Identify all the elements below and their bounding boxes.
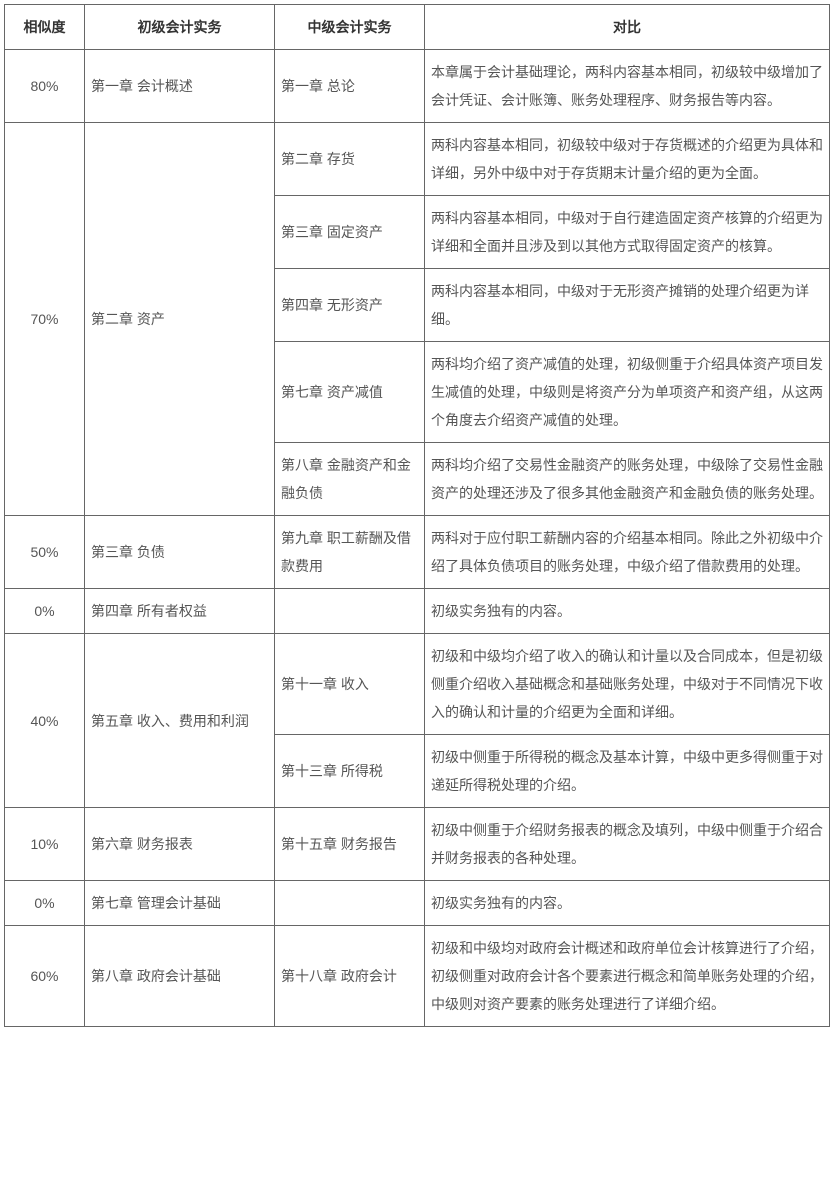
- table-row: 40%第五章 收入、费用和利润第十一章 收入初级和中级均介绍了收入的确认和计量以…: [5, 634, 830, 735]
- cell-intermediate: 第八章 金融资产和金融负债: [275, 443, 425, 516]
- cell-similarity: 50%: [5, 516, 85, 589]
- cell-intermediate: 第三章 固定资产: [275, 196, 425, 269]
- table-row: 0%第七章 管理会计基础 初级实务独有的内容。: [5, 881, 830, 926]
- cell-similarity: 10%: [5, 808, 85, 881]
- header-comparison: 对比: [425, 5, 830, 50]
- cell-primary: 第五章 收入、费用和利润: [85, 634, 275, 808]
- cell-comparison: 初级和中级均对政府会计概述和政府单位会计核算进行了介绍，初级侧重对政府会计各个要…: [425, 926, 830, 1027]
- cell-comparison: 初级实务独有的内容。: [425, 589, 830, 634]
- cell-comparison: 两科对于应付职工薪酬内容的介绍基本相同。除此之外初级中介绍了具体负债项目的账务处…: [425, 516, 830, 589]
- cell-similarity: 60%: [5, 926, 85, 1027]
- cell-comparison: 初级中侧重于介绍财务报表的概念及填列，中级中侧重于介绍合并财务报表的各种处理。: [425, 808, 830, 881]
- cell-comparison: 两科内容基本相同，中级对于无形资产摊销的处理介绍更为详细。: [425, 269, 830, 342]
- cell-comparison: 两科内容基本相同，中级对于自行建造固定资产核算的介绍更为详细和全面并且涉及到以其…: [425, 196, 830, 269]
- cell-intermediate: 第十一章 收入: [275, 634, 425, 735]
- table-header-row: 相似度 初级会计实务 中级会计实务 对比: [5, 5, 830, 50]
- table-row: 70%第二章 资产第二章 存货两科内容基本相同，初级较中级对于存货概述的介绍更为…: [5, 123, 830, 196]
- cell-intermediate: 第十三章 所得税: [275, 735, 425, 808]
- cell-comparison: 本章属于会计基础理论，两科内容基本相同，初级较中级增加了会计凭证、会计账簿、账务…: [425, 50, 830, 123]
- cell-intermediate: 第十五章 财务报告: [275, 808, 425, 881]
- header-intermediate: 中级会计实务: [275, 5, 425, 50]
- cell-intermediate: 第二章 存货: [275, 123, 425, 196]
- cell-primary: 第七章 管理会计基础: [85, 881, 275, 926]
- cell-intermediate: 第四章 无形资产: [275, 269, 425, 342]
- cell-similarity: 40%: [5, 634, 85, 808]
- cell-similarity: 0%: [5, 589, 85, 634]
- table-body: 80%第一章 会计概述第一章 总论本章属于会计基础理论，两科内容基本相同，初级较…: [5, 50, 830, 1027]
- cell-comparison: 两科内容基本相同，初级较中级对于存货概述的介绍更为具体和详细，另外中级中对于存货…: [425, 123, 830, 196]
- comparison-table: 相似度 初级会计实务 中级会计实务 对比 80%第一章 会计概述第一章 总论本章…: [4, 4, 830, 1027]
- cell-intermediate: 第十八章 政府会计: [275, 926, 425, 1027]
- cell-comparison: 初级实务独有的内容。: [425, 881, 830, 926]
- cell-intermediate: [275, 881, 425, 926]
- table-row: 60%第八章 政府会计基础第十八章 政府会计初级和中级均对政府会计概述和政府单位…: [5, 926, 830, 1027]
- table-row: 0%第四章 所有者权益 初级实务独有的内容。: [5, 589, 830, 634]
- cell-primary: 第三章 负债: [85, 516, 275, 589]
- cell-primary: 第一章 会计概述: [85, 50, 275, 123]
- cell-intermediate: 第一章 总论: [275, 50, 425, 123]
- table-row: 50%第三章 负债第九章 职工薪酬及借款费用两科对于应付职工薪酬内容的介绍基本相…: [5, 516, 830, 589]
- cell-similarity: 70%: [5, 123, 85, 516]
- cell-intermediate: 第七章 资产减值: [275, 342, 425, 443]
- cell-primary: 第四章 所有者权益: [85, 589, 275, 634]
- cell-comparison: 初级和中级均介绍了收入的确认和计量以及合同成本，但是初级侧重介绍收入基础概念和基…: [425, 634, 830, 735]
- cell-intermediate: [275, 589, 425, 634]
- table-row: 80%第一章 会计概述第一章 总论本章属于会计基础理论，两科内容基本相同，初级较…: [5, 50, 830, 123]
- cell-comparison: 两科均介绍了交易性金融资产的账务处理，中级除了交易性金融资产的处理还涉及了很多其…: [425, 443, 830, 516]
- cell-similarity: 80%: [5, 50, 85, 123]
- table-row: 10%第六章 财务报表第十五章 财务报告初级中侧重于介绍财务报表的概念及填列，中…: [5, 808, 830, 881]
- header-similarity: 相似度: [5, 5, 85, 50]
- cell-intermediate: 第九章 职工薪酬及借款费用: [275, 516, 425, 589]
- cell-primary: 第六章 财务报表: [85, 808, 275, 881]
- cell-comparison: 两科均介绍了资产减值的处理，初级侧重于介绍具体资产项目发生减值的处理，中级则是将…: [425, 342, 830, 443]
- cell-similarity: 0%: [5, 881, 85, 926]
- header-primary: 初级会计实务: [85, 5, 275, 50]
- cell-comparison: 初级中侧重于所得税的概念及基本计算，中级中更多得侧重于对递延所得税处理的介绍。: [425, 735, 830, 808]
- cell-primary: 第八章 政府会计基础: [85, 926, 275, 1027]
- cell-primary: 第二章 资产: [85, 123, 275, 516]
